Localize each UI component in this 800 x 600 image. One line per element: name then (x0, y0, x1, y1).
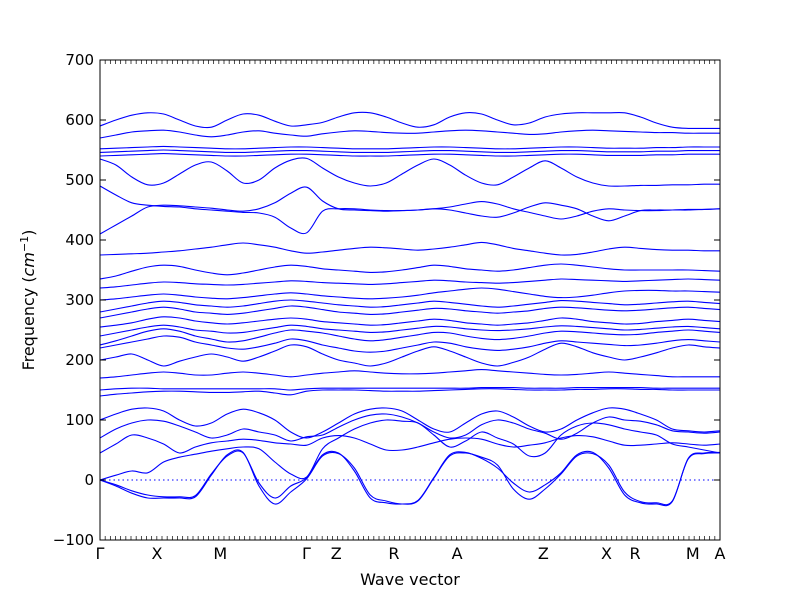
hs-point-label: Z (331, 544, 342, 563)
band-line-6 (99, 407, 721, 439)
y-axis-title-close: ) (19, 230, 38, 236)
y-axis-title-exponent: −1 (18, 236, 31, 252)
band-line-25 (99, 149, 720, 154)
hs-point-label: A (715, 544, 726, 563)
band-line-16 (99, 299, 721, 313)
band-line-13 (99, 324, 721, 337)
hs-point-label: M (213, 544, 227, 563)
y-tick-label: 100 (65, 411, 94, 429)
y-axis-title: Frequency (cm−1) (18, 230, 38, 371)
band-line-22 (99, 185, 721, 235)
y-axis-title-unit: cm (19, 252, 38, 276)
y-tick-label: 0 (84, 471, 94, 489)
band-line-8 (99, 387, 720, 391)
hs-point-label: X (601, 544, 612, 563)
band-line-12 (99, 328, 721, 346)
band-line-7 (99, 388, 720, 397)
hs-point-label: X (152, 544, 163, 563)
band-line-5 (99, 413, 721, 442)
hs-point-label: M (686, 544, 700, 563)
y-tick-label: 200 (65, 351, 94, 369)
band-line-4 (99, 434, 721, 454)
band-line-15 (99, 305, 721, 319)
hs-point-label: R (629, 544, 640, 563)
x-axis-title: Wave vector (360, 570, 460, 589)
band-line-18 (99, 278, 721, 289)
y-tick-label: 500 (65, 171, 94, 189)
band-line-2 (99, 450, 721, 507)
y-tick-label: 400 (65, 231, 94, 249)
band-line-10 (99, 342, 721, 367)
band-line-9 (99, 369, 720, 379)
band-line-17 (99, 287, 721, 301)
band-line-28 (99, 111, 720, 130)
band-line-27 (99, 129, 720, 139)
band-line-26 (99, 145, 720, 150)
y-tick-label: 700 (65, 51, 94, 69)
band-line-14 (99, 316, 721, 328)
y-tick-label: −100 (53, 531, 94, 549)
y-tick-label: 300 (65, 291, 94, 309)
y-axis-title-text: Frequency ( (19, 276, 38, 370)
hs-point-label: Γ (302, 544, 311, 563)
hs-point-label: Z (538, 544, 549, 563)
band-line-11 (99, 335, 721, 353)
band-line-23 (99, 157, 721, 187)
band-line-19 (99, 263, 721, 280)
hs-point-label: R (388, 544, 399, 563)
band-line-24 (99, 153, 720, 157)
hs-point-label: Γ (96, 544, 105, 563)
y-tick-label: 600 (65, 111, 94, 129)
labels-layer: Wave vector Frequency (cm−1) (18, 230, 460, 589)
band-line-20 (99, 241, 721, 256)
bands-layer (99, 111, 721, 507)
hs-point-label: A (452, 544, 463, 563)
band-line-3 (99, 419, 721, 481)
